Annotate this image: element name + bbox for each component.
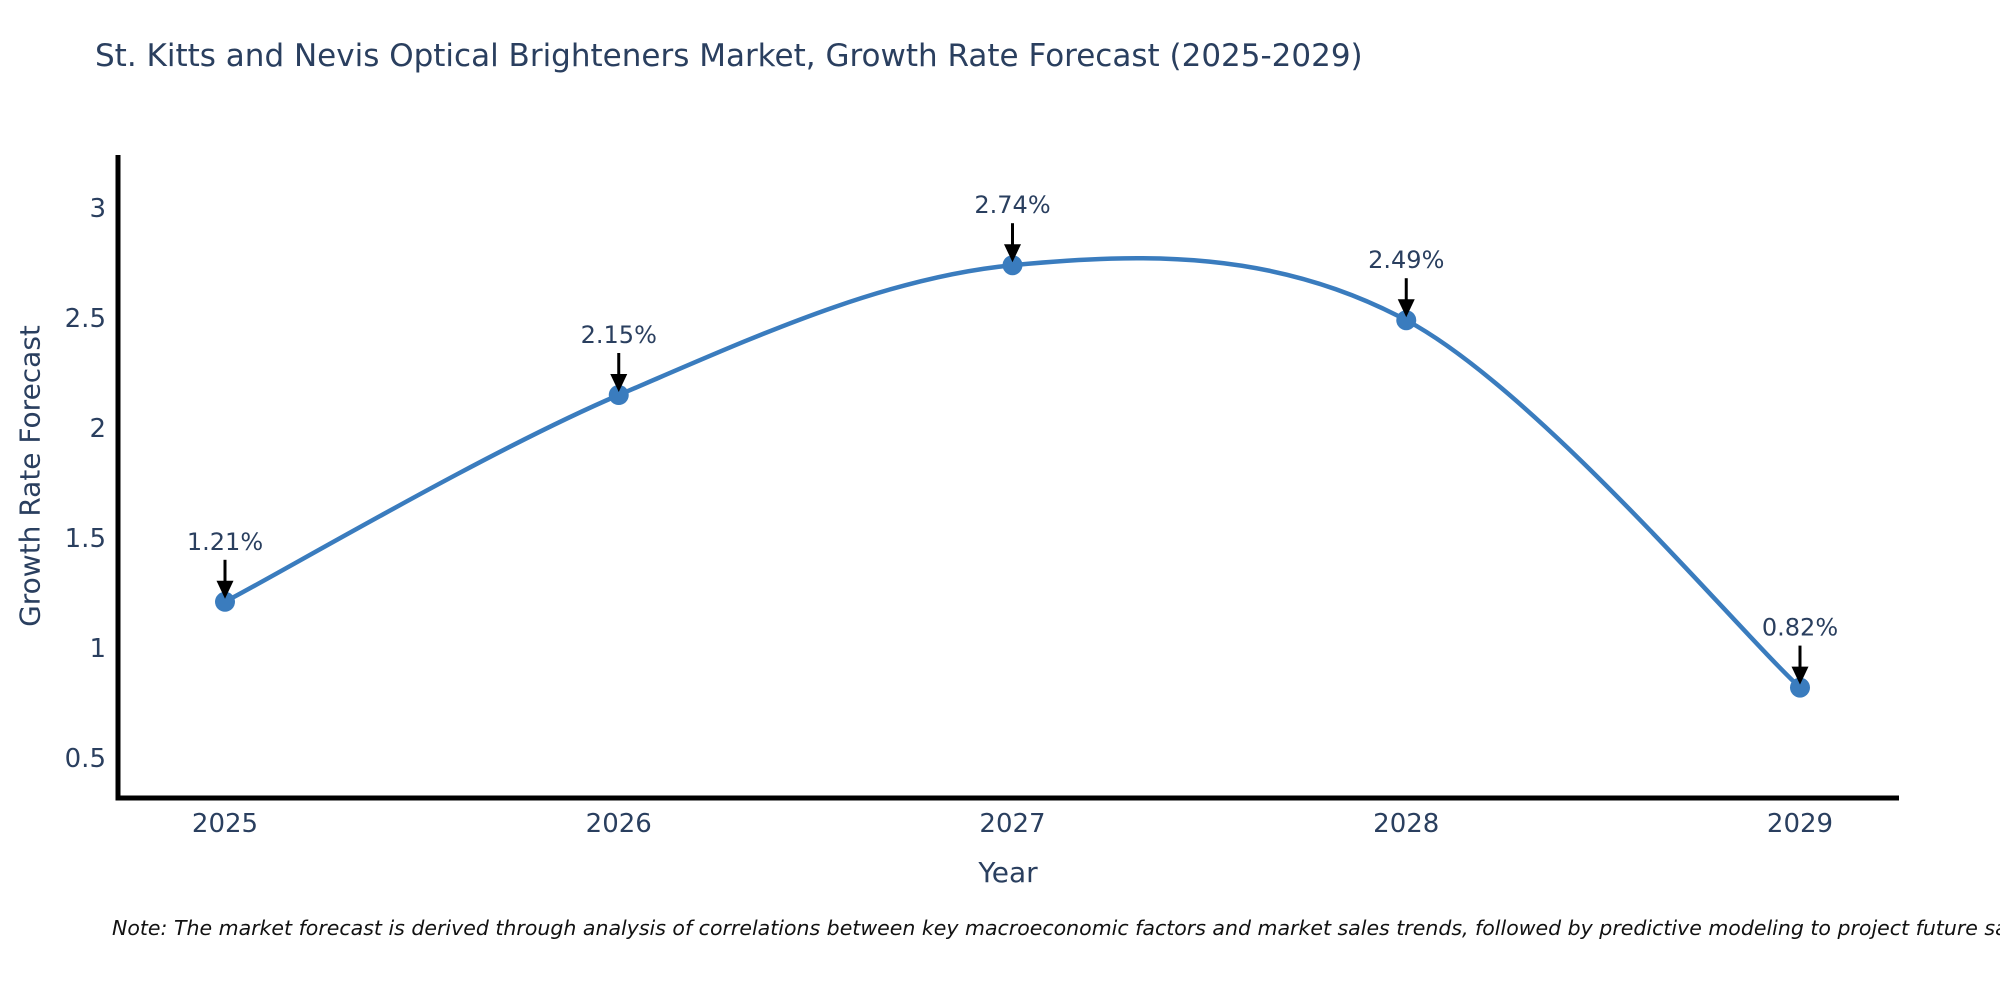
data-point	[215, 591, 235, 612]
annotation-label: 2.15%	[581, 321, 657, 349]
x-axis-title: Year	[978, 856, 1038, 889]
data-point	[1396, 310, 1417, 331]
annotation-arrowhead	[1791, 666, 1809, 685]
annotation-arrowhead	[1004, 244, 1021, 263]
y-tick-label: 2	[89, 414, 106, 444]
x-tick-label: 2028	[1373, 809, 1439, 839]
line-series	[222, 256, 1803, 690]
annotation-label: 1.21%	[187, 528, 263, 556]
y-tick-label: 3	[89, 194, 106, 224]
x-tick-label: 2027	[979, 809, 1045, 839]
y-tick-label: 1.5	[65, 524, 106, 554]
x-tick-label: 2029	[1767, 809, 1833, 839]
data-point	[1790, 677, 1810, 698]
annotation-arrowhead	[216, 580, 234, 599]
annotation-label: 0.82%	[1762, 614, 1838, 642]
x-tick-label: 2025	[192, 809, 258, 839]
data-point	[608, 385, 629, 405]
annotation-arrowhead	[1397, 299, 1415, 318]
annotation-label: 2.49%	[1368, 246, 1444, 274]
x-tick-label: 2026	[586, 809, 652, 839]
y-tick-label: 2.5	[65, 304, 106, 334]
y-tick-label: 1	[89, 634, 106, 664]
data-point	[1002, 255, 1023, 276]
chart-title: St. Kitts and Nevis Optical Brighteners …	[95, 38, 1363, 74]
axis-lines	[115, 155, 1899, 801]
y-tick-label: 0.5	[65, 744, 106, 774]
annotation-label: 2.74%	[974, 191, 1050, 219]
footnote: Note: The market forecast is derived thr…	[112, 916, 2000, 940]
annotation-arrowhead	[610, 374, 628, 392]
